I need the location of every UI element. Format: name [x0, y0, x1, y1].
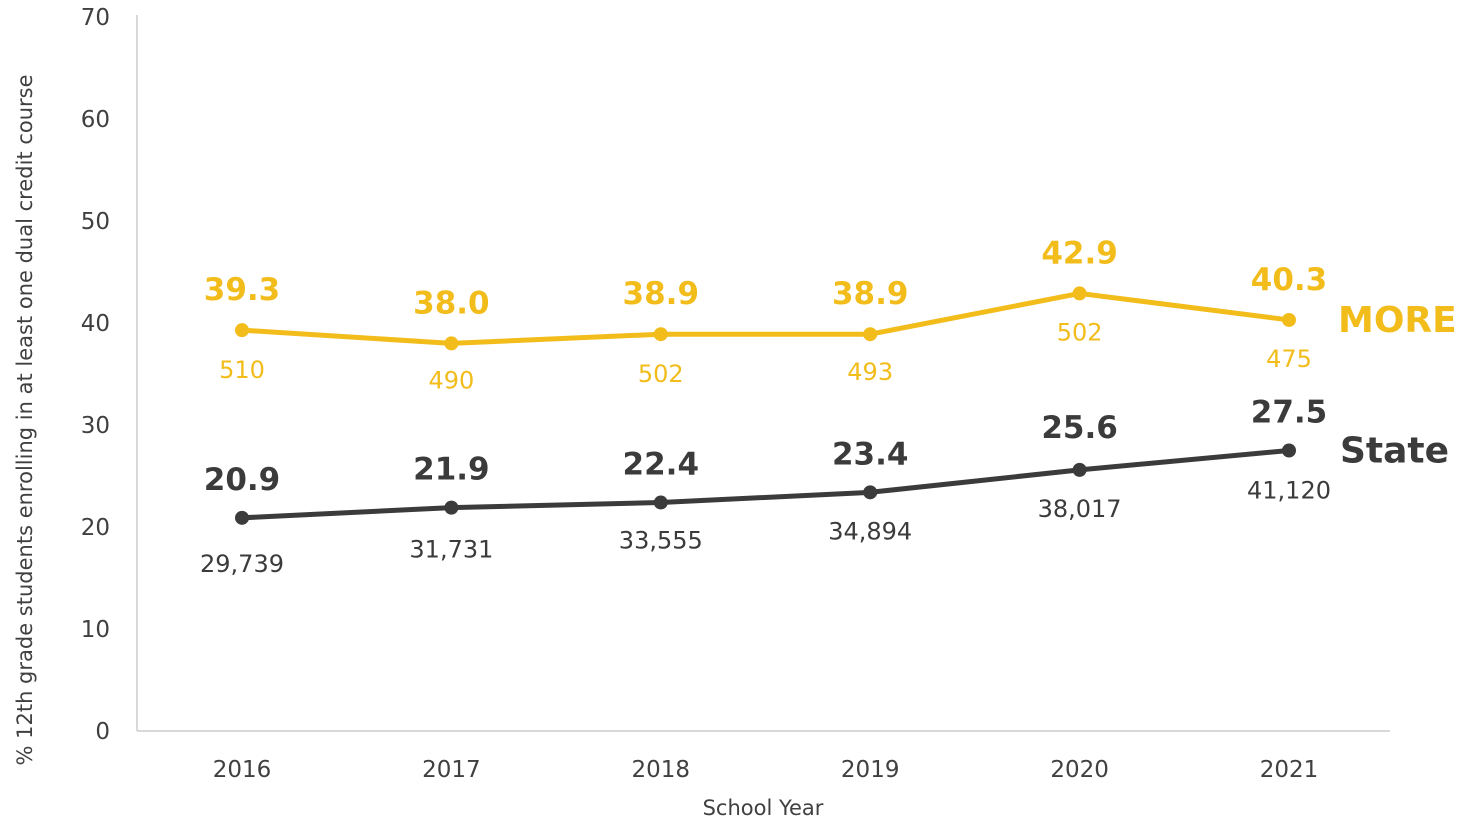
data-count-label: 502	[1057, 318, 1103, 346]
data-count-label: 502	[638, 360, 684, 388]
x-axis-title: School Year	[703, 796, 824, 820]
data-value-label: 38.9	[832, 276, 909, 312]
data-value-label: 38.9	[623, 276, 700, 312]
data-value-label: 20.9	[204, 462, 281, 498]
data-point	[444, 336, 459, 351]
data-value-label: 27.5	[1251, 395, 1328, 431]
x-tick-label: 2017	[422, 757, 481, 783]
data-count-label: 510	[219, 356, 265, 384]
y-tick-label: 60	[81, 107, 110, 133]
data-value-label: 39.3	[204, 272, 281, 308]
y-tick-labels: 0 10 20 30 40 50 60 70	[81, 5, 110, 745]
x-tick-labels: 2016 2017 2018 2019 2020 2021	[213, 757, 1319, 783]
data-value-label: 42.9	[1041, 235, 1118, 271]
data-value-label: 40.3	[1251, 262, 1328, 298]
data-count-label: 34,894	[828, 517, 912, 545]
x-tick-label: 2020	[1050, 757, 1109, 783]
y-tick-label: 50	[81, 209, 110, 235]
y-tick-label: 20	[81, 515, 110, 541]
y-axis-title: % 12th grade students enrolling in at le…	[13, 74, 37, 765]
y-tick-label: 40	[81, 311, 110, 337]
data-point	[1282, 443, 1296, 458]
series-more: 39.3 510 38.0 490 38.9 502 38.9 493 42.9 502 40.3 4…	[204, 235, 1457, 394]
series-name-label: MORE	[1338, 300, 1457, 341]
series-line	[239, 448, 1292, 521]
y-tick-label: 70	[81, 5, 110, 31]
data-count-label: 31,731	[409, 536, 493, 564]
data-point	[235, 510, 249, 525]
data-point	[653, 495, 668, 510]
data-value-label: 21.9	[413, 452, 490, 488]
data-point	[863, 485, 878, 500]
data-point	[1282, 312, 1296, 327]
x-tick-label: 2016	[213, 757, 272, 783]
series-name-label: State	[1340, 431, 1449, 472]
x-tick-label: 2019	[841, 757, 900, 783]
data-point	[444, 500, 459, 515]
x-tick-label: 2021	[1260, 757, 1319, 783]
y-tick-label: 30	[81, 413, 110, 439]
data-value-label: 22.4	[623, 447, 700, 483]
data-value-label: 23.4	[832, 436, 909, 472]
data-point	[1072, 462, 1087, 477]
data-count-label: 29,739	[200, 550, 284, 578]
x-tick-label: 2018	[632, 757, 691, 783]
data-value-label: 25.6	[1041, 410, 1118, 446]
y-tick-label: 10	[81, 617, 110, 643]
series-line	[239, 290, 1292, 346]
axes	[136, 15, 1390, 732]
data-count-label: 41,120	[1247, 477, 1331, 505]
y-tick-label: 0	[95, 719, 110, 745]
data-count-label: 475	[1266, 345, 1312, 373]
data-count-label: 33,555	[619, 527, 703, 555]
data-point	[653, 327, 668, 342]
data-value-label: 38.0	[413, 285, 490, 321]
series-state: 20.9 29,739 21.9 31,731 22.4 33,555 23.4 34,894…	[200, 395, 1449, 578]
series-group: 39.3 510 38.0 490 38.9 502 38.9 493 42.9 502 40.3 4…	[200, 235, 1457, 577]
data-point	[1072, 286, 1087, 301]
data-point	[235, 323, 249, 338]
data-count-label: 490	[428, 366, 474, 394]
data-count-label: 493	[847, 358, 893, 386]
data-point	[863, 327, 878, 342]
data-count-label: 38,017	[1038, 495, 1122, 523]
